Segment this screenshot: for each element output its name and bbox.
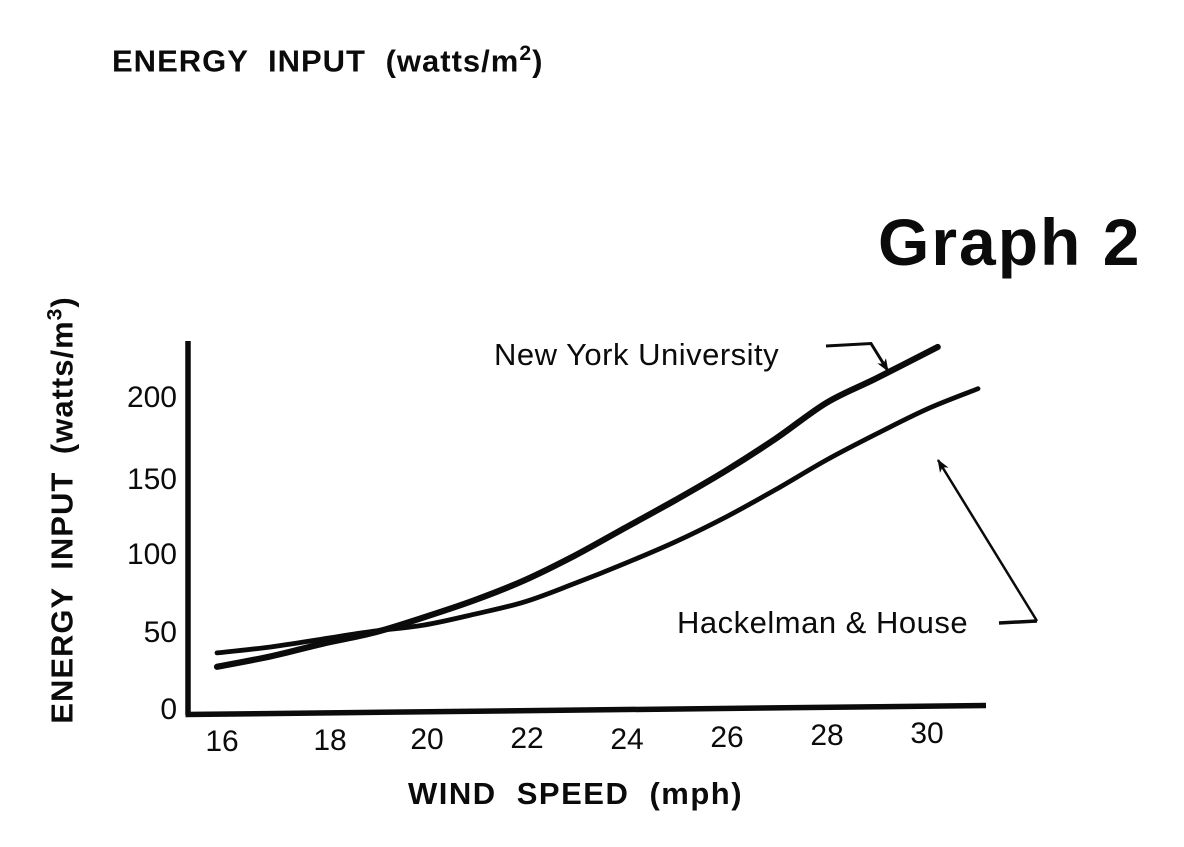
page-title-superscript: 2 — [519, 42, 533, 65]
hh-leader-dash — [998, 619, 1038, 625]
y-tick-100: 100 — [126, 538, 177, 571]
page-title-text: ENERGY INPUT (watts/m — [112, 43, 520, 79]
y-tick-150: 150 — [126, 463, 177, 496]
page-title-suffix: ) — [532, 43, 544, 79]
x-tick-26: 26 — [710, 721, 744, 754]
y-tick-0: 0 — [160, 693, 177, 726]
graph-number-label: Graph 2 — [878, 205, 1142, 279]
x-axis-line — [185, 702, 987, 718]
x-tick-22: 22 — [510, 722, 544, 755]
hh-leader-arrow — [936, 459, 1039, 622]
series-label-hackelman-house: Hackelman & House — [677, 605, 969, 640]
x-tick-18: 18 — [313, 724, 347, 757]
series-label-new-york-university: New York University — [494, 337, 780, 372]
curve-hackelman-house — [214, 386, 981, 656]
x-tick-28: 28 — [810, 719, 844, 752]
x-tick-20: 20 — [410, 723, 444, 756]
x-axis-label: WIND SPEED (mph) — [408, 776, 744, 811]
x-tick-30: 30 — [910, 717, 944, 750]
x-tick-24: 24 — [610, 723, 644, 756]
x-tick-16: 16 — [205, 725, 239, 758]
nyu-leader-arrow — [825, 341, 890, 372]
y-tick-50: 50 — [143, 616, 177, 649]
y-tick-200: 200 — [126, 381, 177, 414]
page-title: ENERGY INPUT (watts/m2) — [112, 42, 543, 79]
curve-new-york-university — [213, 343, 941, 670]
